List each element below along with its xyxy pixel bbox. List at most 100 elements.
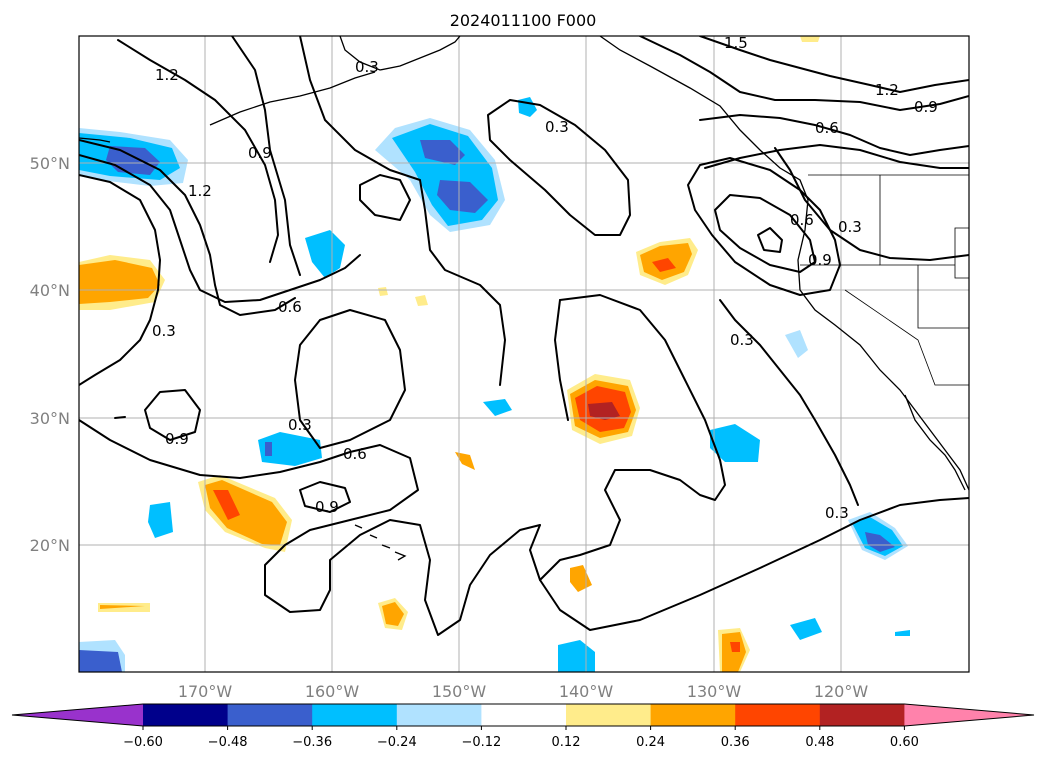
contour-line (714, 194, 816, 273)
negative-anomaly-small-5 (483, 399, 512, 416)
colorbar-extend-low (12, 704, 143, 726)
contour-line (299, 481, 351, 513)
lon-label: 130°W (687, 682, 742, 701)
contour-label: 0.6 (343, 445, 367, 463)
contour-label: 1.2 (188, 182, 212, 200)
contour-label: 0.9 (165, 430, 189, 448)
state-border-2 (917, 265, 969, 329)
map-frame (78, 35, 970, 673)
contour-label: 0.3 (545, 118, 569, 136)
alaska-peninsula-coastline (209, 71, 376, 126)
contour-line (79, 419, 541, 636)
contour-line (539, 294, 969, 631)
contour-line (699, 36, 969, 93)
positive-anomaly-sw-center (213, 490, 240, 520)
lat-label: 20°N (30, 536, 70, 555)
colorbar-segment (566, 704, 652, 726)
colorbar-tick-label: 0.48 (805, 735, 834, 750)
contour-line (487, 99, 631, 236)
alaska-coastline (339, 36, 461, 71)
contour-label: 0.6 (815, 119, 839, 137)
longitude-labels: 170°W 160°W 150°W 140°W 130°W 120°W (178, 682, 869, 701)
map-panel: 1.2 1.2 0.9 0.3 0.6 0.9 0.3 0.6 0.9 0.3 … (78, 35, 970, 673)
sakhalin-fragment (79, 137, 111, 143)
positive-anomaly-small-12 (800, 36, 820, 42)
colorbar-tick-label: −0.36 (292, 735, 332, 750)
contour-lines (79, 36, 969, 636)
baja-coastline (904, 394, 966, 491)
positive-anomaly-central-center (588, 402, 620, 420)
negative-anomaly-small-1 (305, 230, 345, 278)
contour-line (144, 389, 201, 441)
negative-anomaly-small-6 (710, 424, 760, 462)
contour-label: 0.6 (790, 211, 814, 229)
lat-label: 30°N (30, 409, 70, 428)
hawaii-islands (354, 524, 407, 561)
colorbar-tick-label: 0.24 (636, 735, 665, 750)
positive-anomaly-small-7 (455, 452, 475, 470)
positive-anomaly-east-center (652, 258, 676, 272)
negative-anomaly-small-16 (895, 630, 910, 636)
negative-anomaly-small-15 (785, 330, 808, 358)
colorbar-extend-high (904, 704, 1034, 726)
contour-labels: 1.2 1.2 0.9 0.3 0.6 0.9 0.3 0.6 0.9 0.3 … (152, 36, 938, 522)
contour-line (114, 416, 126, 419)
contour-label: 1.2 (155, 66, 179, 84)
negative-anomaly-small-4 (265, 442, 272, 456)
negative-anomaly-gulf-center-2 (437, 180, 488, 213)
colorbar-segment (481, 704, 567, 726)
colorbar-segment (312, 704, 398, 726)
lat-label: 50°N (30, 154, 70, 173)
positive-anomaly-small-11 (378, 287, 388, 296)
negative-anomaly-gulf-center (420, 140, 465, 165)
colorbar-segment (819, 704, 905, 726)
lon-label: 120°W (814, 682, 869, 701)
contour-label: 0.9 (808, 251, 832, 269)
contour-line (757, 227, 783, 253)
contour-line (687, 157, 841, 296)
contour-label: 0.3 (152, 322, 176, 340)
contour-line (719, 299, 859, 506)
colorbar-tick-label: −0.12 (461, 735, 501, 750)
contour-line (79, 139, 296, 316)
lat-label: 40°N (30, 281, 70, 300)
contour-line (294, 309, 406, 449)
lon-label: 160°W (305, 682, 360, 701)
negative-anomaly-small-9 (865, 532, 895, 552)
positive-anomaly-west-core (79, 260, 160, 304)
colorbar-segment (227, 704, 313, 726)
contour-line (699, 114, 969, 156)
colorbar: −0.60 −0.48 −0.36 −0.24 −0.12 0.12 0.24 0.36 0.4… (11, 703, 1035, 750)
contour-label: 0.9 (315, 498, 339, 516)
contour-line (79, 154, 361, 303)
colorbar-tick-label: −0.60 (123, 735, 163, 750)
state-border-5 (954, 227, 969, 279)
contour-label: 0.3 (288, 416, 312, 434)
colorbar-tick-label: −0.24 (377, 735, 417, 750)
contour-line (117, 39, 279, 263)
coastlines (79, 36, 969, 561)
contour-label: 0.3 (730, 331, 754, 349)
positive-anomaly-small-2 (382, 602, 404, 626)
state-border-4 (844, 289, 969, 386)
contour-line (231, 36, 301, 276)
graticule (79, 36, 969, 672)
positive-anomaly-small-10 (415, 295, 428, 306)
contour-line (774, 147, 969, 261)
contour-label: 0.9 (248, 144, 272, 162)
colorbar-tick-label: 0.12 (552, 735, 581, 750)
lon-label: 140°W (559, 682, 614, 701)
lon-label: 170°W (178, 682, 233, 701)
contour-line (79, 174, 161, 386)
colorbar-tick-label: 0.36 (721, 735, 750, 750)
contour-label: 0.3 (355, 58, 379, 76)
map-background (79, 36, 969, 672)
contour-label: 0.9 (914, 98, 938, 116)
north-america-coastline (599, 36, 969, 491)
contour-line (529, 524, 541, 581)
colorbar-tick-label: 0.60 (890, 735, 919, 750)
negative-anomaly-small-3 (258, 432, 322, 466)
colorbar-segment (143, 704, 229, 726)
colorbar-segment (650, 704, 736, 726)
contour-line (554, 299, 569, 421)
